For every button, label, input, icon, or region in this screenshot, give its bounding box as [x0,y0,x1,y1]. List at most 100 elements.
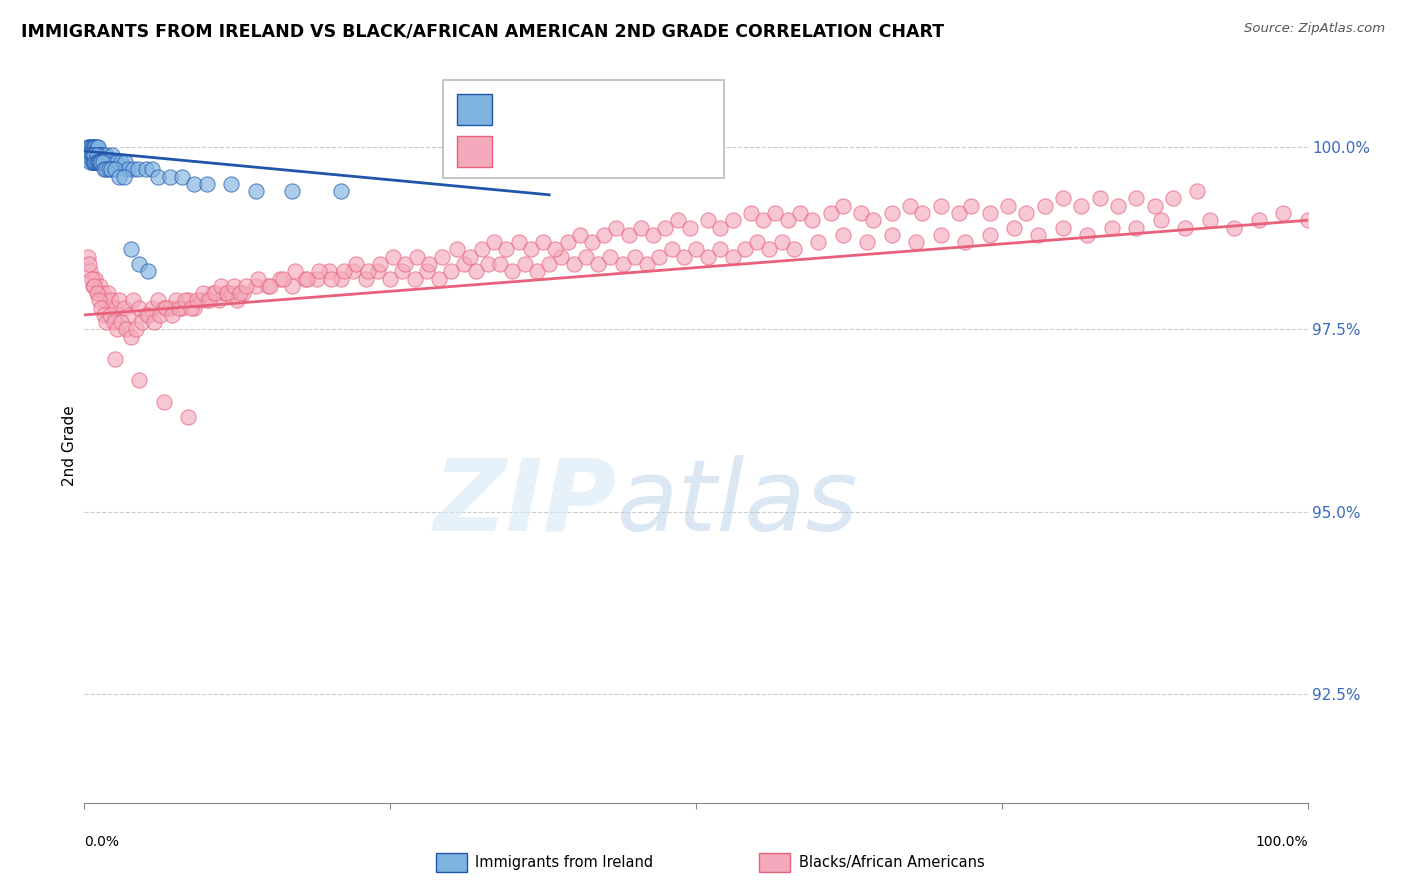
Point [112,169,135,184]
Point [770,235,793,249]
Point [80,271,103,285]
Point [222,278,245,293]
Point [446,243,468,257]
Point [86,147,108,161]
Point [752,213,775,227]
Point [172,169,194,184]
Point [177,293,200,308]
Point [269,271,291,285]
Point [100,155,122,169]
Point [146,293,169,308]
Point [581,235,603,249]
Point [87,155,110,169]
Point [91,155,114,169]
Point [953,235,976,249]
Point [84,271,107,285]
Point [86,140,108,154]
Point [98,308,121,322]
Point [643,227,665,242]
Point [104,162,127,177]
Point [557,235,579,249]
Point [86,155,108,169]
Point [394,257,416,271]
Point [370,257,392,271]
Point [979,206,1001,220]
Point [79,264,101,278]
Point [672,250,695,264]
Point [1272,206,1295,220]
Point [911,206,934,220]
Point [162,308,184,322]
Point [131,315,153,329]
Text: N = 199: N = 199 [626,143,695,161]
Point [93,147,115,161]
Point [464,264,486,278]
Point [77,147,100,161]
Point [107,293,129,308]
Point [89,155,111,169]
Point [1052,191,1074,205]
Point [90,301,112,315]
Point [495,243,517,257]
Point [94,155,117,169]
Point [1296,213,1319,227]
Point [1088,191,1111,205]
Point [135,162,157,177]
Point [82,140,104,154]
Point [1174,220,1197,235]
Point [679,220,702,235]
Point [330,271,353,285]
Point [127,162,149,177]
Point [856,235,879,249]
Point [721,250,744,264]
Point [80,140,103,154]
Point [789,206,811,220]
Point [617,227,640,242]
Point [89,147,111,161]
Point [104,301,127,315]
Point [84,140,107,154]
Point [538,257,561,271]
Point [77,147,100,161]
Point [391,264,413,278]
Point [100,162,122,177]
Point [332,264,354,278]
Text: atlas: atlas [616,455,858,551]
Point [104,155,127,169]
Point [83,147,105,161]
Point [94,293,117,308]
Point [177,409,200,424]
Point [709,220,731,235]
Point [960,199,983,213]
Point [87,286,110,301]
Point [747,235,769,249]
Point [149,308,172,322]
Point [180,301,202,315]
Point [153,301,176,315]
Point [1198,213,1220,227]
Point [77,147,100,161]
Point [453,257,475,271]
Point [612,257,634,271]
Point [214,286,236,301]
Point [666,213,689,227]
Point [418,257,440,271]
Point [101,147,124,161]
Point [1187,184,1209,198]
Point [87,147,110,161]
Point [91,147,114,161]
Point [87,293,110,308]
Point [1028,227,1050,242]
Point [880,206,903,220]
Point [308,264,330,278]
Point [136,264,159,278]
Point [1161,191,1184,205]
Point [91,155,114,169]
Point [141,162,163,177]
Point [245,184,267,198]
Point [235,278,257,293]
Point [97,155,120,169]
Point [105,155,128,169]
Point [330,184,353,198]
Point [77,257,100,271]
